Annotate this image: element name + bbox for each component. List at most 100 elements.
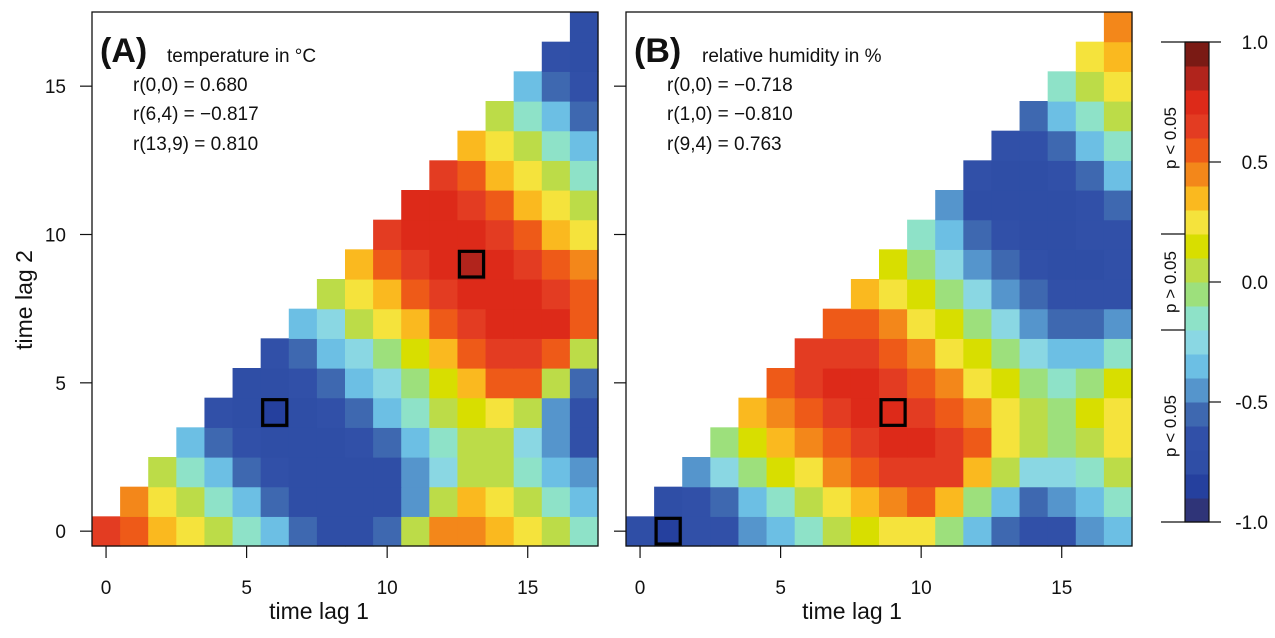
heatmap-cell (457, 130, 487, 161)
heatmap-cell (1019, 516, 1049, 547)
colorbar-bin (1185, 210, 1209, 235)
heatmap-cell (513, 368, 543, 399)
colorbar-bin (1185, 186, 1209, 211)
panel-a-x-axis-title: time lag 1 (269, 598, 369, 624)
heatmap-cell (1019, 427, 1049, 458)
heatmap-cell (907, 308, 936, 339)
x-tick-label: 15 (517, 578, 538, 599)
heatmap-cell (738, 397, 768, 428)
heatmap-cell (1075, 71, 1105, 102)
x-tick-label: 0 (101, 578, 112, 599)
heatmap-cell (822, 308, 852, 339)
heatmap-cell (879, 308, 908, 339)
heatmap-cell (429, 249, 459, 280)
heatmap-cell (710, 457, 740, 488)
heatmap-cell (401, 457, 430, 488)
heatmap-cell (963, 338, 993, 369)
heatmap-cell (766, 486, 796, 517)
heatmap-cell (232, 516, 262, 547)
heatmap-cell (822, 516, 852, 547)
heatmap-cell (457, 516, 487, 547)
heatmap-cell (1047, 486, 1077, 517)
heatmap-cell (907, 219, 936, 250)
heatmap-cell (485, 160, 515, 191)
heatmap-cell (991, 219, 1021, 250)
heatmap-cell (316, 516, 346, 547)
heatmap-cell (541, 397, 571, 428)
heatmap-cell (316, 338, 346, 369)
heatmap-cell (794, 457, 824, 488)
heatmap-cell (457, 457, 487, 488)
panel-a: 0 5 10 15 0 5 10 15 (A) temperature in °C r(0,… (11, 11, 599, 624)
heatmap-cell (879, 516, 908, 547)
heatmap-cell (1019, 308, 1049, 339)
heatmap-cell (569, 427, 599, 458)
heatmap-cell (373, 219, 402, 250)
heatmap-cell (429, 190, 459, 221)
heatmap-cell (991, 279, 1021, 310)
heatmap-cell (288, 486, 318, 517)
heatmap-cell (991, 308, 1021, 339)
heatmap-cell (120, 486, 149, 517)
heatmap-cell (907, 249, 936, 280)
panel-a-cells (92, 12, 599, 547)
heatmap-cell (541, 516, 571, 547)
heatmap-cell (148, 486, 177, 517)
heatmap-cell (822, 427, 852, 458)
heatmap-cell (963, 190, 993, 221)
heatmap-cell (935, 308, 964, 339)
heatmap-cell (1019, 190, 1049, 221)
heatmap-cell (1019, 219, 1049, 250)
heatmap-cell (1103, 160, 1133, 191)
colorbar-bin (1185, 138, 1209, 163)
heatmap-cell (1103, 249, 1133, 280)
heatmap-cell (429, 457, 459, 488)
heatmap-cell (513, 160, 543, 191)
heatmap-cell (738, 427, 768, 458)
heatmap-cell (569, 130, 599, 161)
heatmap-cell (710, 486, 740, 517)
heatmap-cell (148, 457, 177, 488)
heatmap-cell (176, 486, 206, 517)
heatmap-cell (401, 279, 430, 310)
heatmap-cell (879, 457, 908, 488)
colorbar-significance: p < 0.05 p > 0.05 p < 0.05 (1161, 107, 1185, 457)
heatmap-cell (1103, 368, 1133, 399)
y-tick-label: 0 (55, 522, 66, 543)
heatmap-cell (935, 486, 964, 517)
panel-b-annotation-2: r(1,0) = −0.810 (667, 104, 793, 125)
colorbar-bin (1185, 330, 1209, 355)
heatmap-cell (794, 427, 824, 458)
heatmap-cell (907, 338, 936, 369)
heatmap-cell (429, 338, 459, 369)
heatmap-cell (513, 219, 543, 250)
heatmap-cell (626, 516, 655, 547)
heatmap-cell (963, 368, 993, 399)
heatmap-cell (232, 368, 262, 399)
heatmap-cell (288, 397, 318, 428)
x-tick-label: 10 (911, 578, 932, 599)
heatmap-cell (457, 160, 487, 191)
heatmap-cell (485, 101, 515, 132)
heatmap-cell (513, 427, 543, 458)
heatmap-cell (429, 308, 459, 339)
heatmap-cell (991, 160, 1021, 191)
colorbar-tick-label: -1.0 (1235, 513, 1268, 534)
heatmap-cell (569, 190, 599, 221)
colorbar-bin (1185, 474, 1209, 499)
heatmap-cell (766, 457, 796, 488)
heatmap-cell (541, 41, 571, 72)
heatmap-cell (316, 308, 346, 339)
heatmap-cell (541, 190, 571, 221)
heatmap-cell (907, 279, 936, 310)
heatmap-cell (1103, 219, 1133, 250)
heatmap-cell (485, 190, 515, 221)
heatmap-cell (120, 516, 149, 547)
heatmap-cell (991, 338, 1021, 369)
heatmap-cell (991, 368, 1021, 399)
heatmap-cell (401, 397, 430, 428)
panel-a-frame (91, 11, 599, 547)
heatmap-cell (850, 486, 880, 517)
heatmap-cell (766, 397, 796, 428)
heatmap-cell (541, 338, 571, 369)
